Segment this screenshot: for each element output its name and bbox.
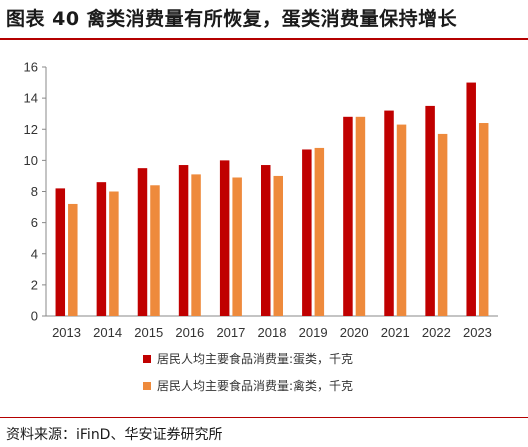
y-tick-label: 0 — [31, 309, 38, 324]
x-tick-label: 2014 — [93, 325, 122, 340]
y-tick-label: 16 — [24, 60, 38, 75]
legend-swatch-poultry — [143, 382, 151, 390]
x-tick-label: 2015 — [134, 325, 163, 340]
bar-eggs — [302, 149, 312, 316]
bar-poultry — [355, 116, 366, 316]
legend-label-poultry: 居民人均主要食品消费量:禽类，千克 — [157, 378, 353, 393]
x-tick-label: 2019 — [299, 325, 328, 340]
source-note: 资料来源：iFinD、华安证券研究所 — [6, 427, 223, 443]
y-axis: 0 2 4 6 8 10 12 14 16 — [24, 60, 47, 324]
x-tick-label: 2021 — [381, 325, 410, 340]
bar-poultry — [437, 133, 448, 316]
bar-series — [55, 82, 489, 317]
bar-poultry — [478, 123, 489, 317]
bar-eggs — [55, 188, 66, 316]
y-tick-label: 2 — [31, 277, 38, 292]
bar-eggs — [178, 165, 189, 316]
bar-poultry — [232, 177, 242, 316]
x-axis: 2013 2014 2015 2016 2017 2018 2019 2020 2021 2022… — [46, 315, 498, 340]
x-tick-label: 2023 — [463, 325, 492, 340]
bar-eggs — [261, 165, 271, 316]
bar-poultry — [314, 147, 325, 316]
bar-eggs — [384, 110, 394, 316]
y-tick-label: 12 — [24, 122, 38, 137]
x-tick-label: 2016 — [175, 325, 204, 340]
x-tick-label: 2022 — [422, 325, 451, 340]
bar-eggs — [96, 182, 107, 316]
bar-eggs — [137, 168, 148, 316]
x-tick-label: 2018 — [258, 325, 287, 340]
x-tick-label: 2017 — [216, 325, 245, 340]
bar-eggs — [466, 82, 476, 316]
bar-poultry — [396, 124, 407, 316]
x-tick-label: 2013 — [52, 325, 81, 340]
y-tick-label: 6 — [31, 215, 38, 230]
bar-eggs — [425, 105, 435, 316]
bar-poultry — [273, 175, 283, 316]
title-divider — [0, 38, 528, 40]
bar-poultry — [150, 185, 160, 316]
y-tick-label: 4 — [31, 246, 38, 261]
y-tick-label: 10 — [24, 153, 38, 168]
y-tick-label: 14 — [24, 91, 38, 106]
x-tick-label: 2020 — [340, 325, 369, 340]
bar-poultry — [191, 174, 201, 316]
legend-swatch-eggs — [143, 355, 151, 363]
bar-poultry — [109, 191, 119, 316]
legend-label-eggs: 居民人均主要食品消费量:蛋类，千克 — [157, 351, 353, 366]
bar-eggs — [219, 160, 230, 316]
y-tick-label: 8 — [31, 184, 38, 199]
chart-title: 图表 40 禽类消费量有所恢复，蛋类消费量保持增长 — [6, 8, 458, 30]
footer-divider — [0, 417, 528, 418]
bar-poultry — [68, 203, 78, 316]
bar-eggs — [343, 116, 353, 316]
